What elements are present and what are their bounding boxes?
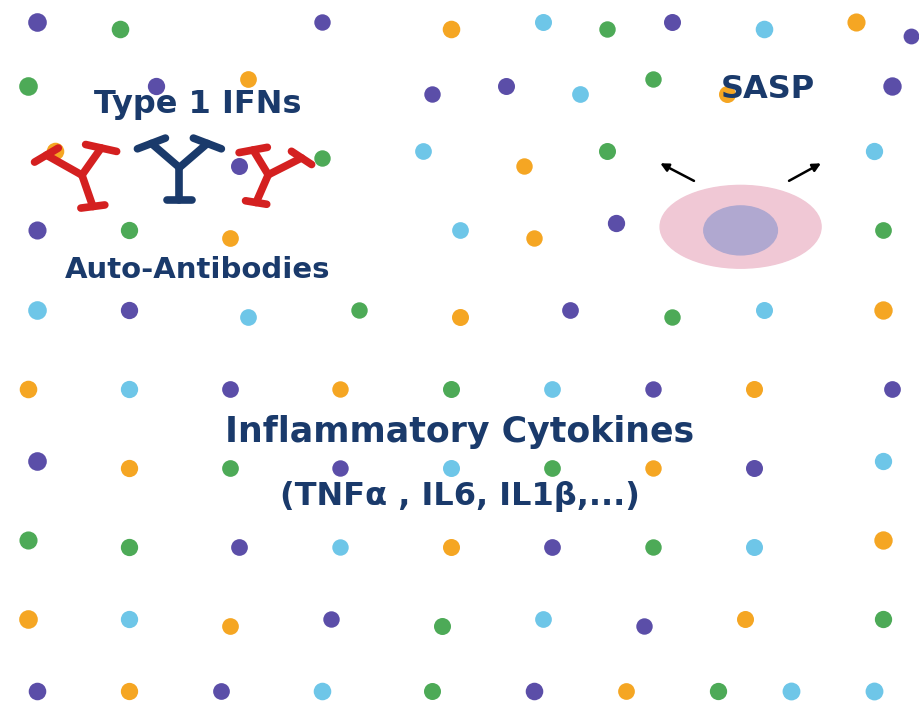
Point [875, 304, 890, 315]
Point [645, 383, 660, 395]
Point [29, 685, 44, 697]
Point [222, 232, 237, 243]
Point [20, 383, 35, 395]
Point [121, 383, 136, 395]
Point [452, 311, 467, 323]
Point [902, 30, 917, 42]
Point [562, 304, 577, 315]
Point [121, 613, 136, 625]
Point [333, 383, 347, 395]
Point [29, 304, 44, 315]
Point [121, 462, 136, 474]
Point [719, 88, 733, 99]
Point [149, 81, 164, 92]
Point [783, 685, 798, 697]
Point [333, 462, 347, 474]
Point [645, 541, 660, 553]
Point [535, 613, 550, 625]
Point [241, 73, 255, 85]
Point [29, 16, 44, 27]
Point [755, 304, 770, 315]
Point [443, 541, 458, 553]
Point [664, 16, 678, 27]
Point [746, 462, 761, 474]
Point [866, 145, 880, 157]
Text: Inflammatory Cytokines: Inflammatory Cytokines [225, 415, 694, 449]
Point [544, 383, 559, 395]
Point [737, 613, 752, 625]
Point [875, 534, 890, 546]
Point [452, 225, 467, 236]
Point [333, 541, 347, 553]
Point [709, 685, 724, 697]
Point [746, 383, 761, 395]
Point [443, 23, 458, 35]
Point [599, 23, 614, 35]
Point [636, 621, 651, 632]
Text: Auto-Antibodies: Auto-Antibodies [65, 256, 330, 284]
Point [29, 455, 44, 467]
Point [526, 685, 540, 697]
Ellipse shape [660, 185, 821, 268]
Point [425, 88, 439, 99]
Point [645, 462, 660, 474]
Text: SASP: SASP [720, 74, 814, 106]
Point [121, 541, 136, 553]
Point [443, 383, 458, 395]
Point [599, 145, 614, 157]
Point [526, 232, 540, 243]
Point [443, 462, 458, 474]
Point [48, 145, 62, 157]
Point [792, 225, 807, 236]
Point [241, 311, 255, 323]
Point [415, 145, 430, 157]
Point [875, 613, 890, 625]
Point [866, 685, 880, 697]
Point [213, 685, 228, 697]
Point [351, 304, 366, 315]
Point [121, 304, 136, 315]
Point [875, 225, 890, 236]
Point [20, 534, 35, 546]
Point [434, 621, 448, 632]
Point [618, 685, 632, 697]
Point [516, 160, 531, 171]
Point [572, 88, 586, 99]
Point [20, 613, 35, 625]
Point [29, 225, 44, 236]
Point [323, 613, 338, 625]
Text: (TNFα , IL6, IL1β,...): (TNFα , IL6, IL1β,...) [279, 481, 640, 513]
Point [544, 462, 559, 474]
Point [884, 81, 899, 92]
Point [222, 462, 237, 474]
Point [112, 23, 127, 35]
Text: Type 1 IFNs: Type 1 IFNs [94, 89, 301, 120]
Point [498, 81, 513, 92]
Point [314, 153, 329, 164]
Point [232, 160, 246, 171]
Point [691, 232, 706, 243]
Point [121, 685, 136, 697]
Point [535, 16, 550, 27]
Point [425, 685, 439, 697]
Point [121, 225, 136, 236]
Point [232, 541, 246, 553]
Point [314, 16, 329, 27]
Ellipse shape [703, 206, 777, 255]
Point [746, 541, 761, 553]
Point [608, 217, 623, 229]
Point [645, 73, 660, 85]
Point [544, 541, 559, 553]
Point [222, 383, 237, 395]
Point [314, 685, 329, 697]
Point [875, 455, 890, 467]
Point [755, 23, 770, 35]
Point [884, 383, 899, 395]
Point [664, 311, 678, 323]
Point [847, 16, 862, 27]
Point [222, 621, 237, 632]
Point [20, 81, 35, 92]
